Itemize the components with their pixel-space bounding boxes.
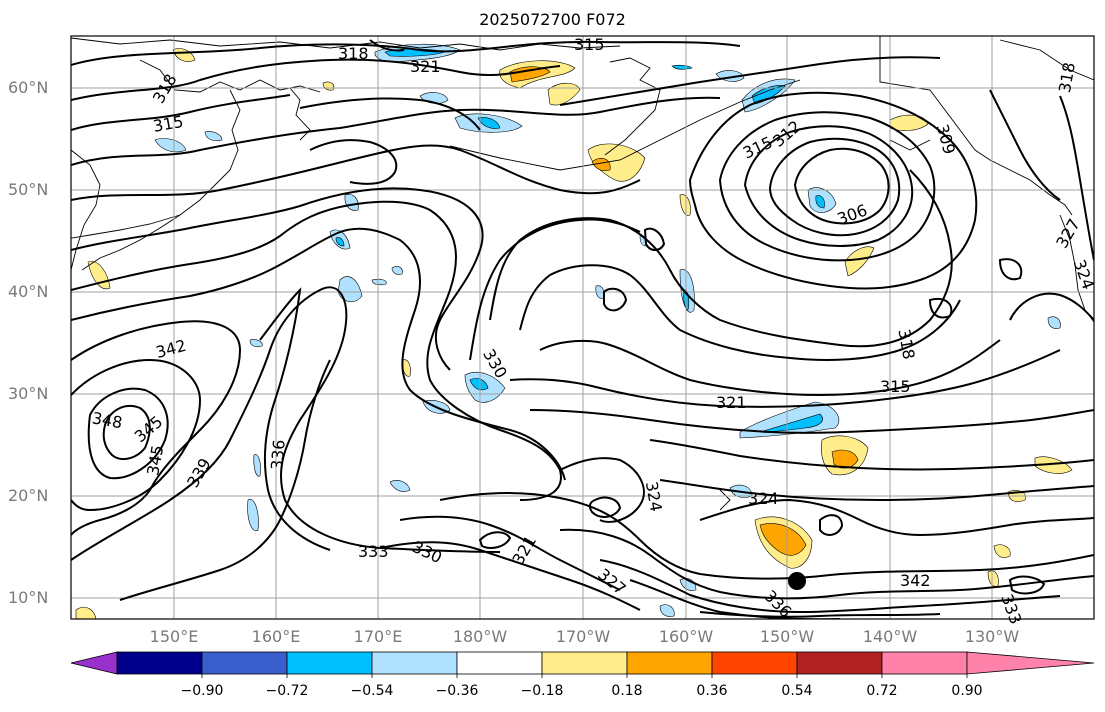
colorbar-tick-label: −0.18 xyxy=(520,683,564,699)
lon-label: 180°W xyxy=(452,627,508,646)
colorbar-segment xyxy=(796,651,883,675)
colorbar-tick-label: −0.36 xyxy=(435,683,479,699)
lon-label: 160°E xyxy=(251,627,301,646)
contour-label: 333 xyxy=(358,542,389,561)
lon-label: 170°E xyxy=(353,627,403,646)
colorbar-segment xyxy=(541,651,628,675)
lon-label: 130°W xyxy=(964,627,1020,646)
colorbar-extend-max xyxy=(966,651,1095,675)
colorbar-segment xyxy=(881,651,968,675)
lon-label: 140°W xyxy=(862,627,918,646)
colorbar-segment xyxy=(286,651,373,675)
colorbar-segment xyxy=(456,651,543,675)
colorbar xyxy=(70,651,1095,678)
lat-label: 60°N xyxy=(8,78,49,97)
colorbar-segment xyxy=(371,651,458,675)
contour-label: 321 xyxy=(716,393,747,412)
map-frame xyxy=(70,35,1095,620)
lon-label: 160°W xyxy=(658,627,714,646)
colorbar-extend-min xyxy=(70,651,118,675)
lat-label: 40°N xyxy=(8,282,49,301)
lon-label: 150°W xyxy=(759,627,815,646)
lat-label: 10°N xyxy=(8,588,49,607)
contour-layer xyxy=(71,39,1094,619)
contour-label: 342 xyxy=(900,571,931,590)
colorbar-segment xyxy=(116,651,203,675)
storm-center-marker xyxy=(788,572,806,590)
colorbar-tick-label: −0.72 xyxy=(265,683,309,699)
contour-label: 324 xyxy=(748,489,779,508)
colorbar-segment xyxy=(711,651,798,675)
contour-label: 321 xyxy=(410,57,441,76)
contour-label: 315 xyxy=(880,377,911,396)
colorbar-segment xyxy=(201,651,288,675)
colorbar-tick-label: 0.72 xyxy=(866,683,898,699)
contour-label: 315 xyxy=(574,35,605,54)
lat-label: 50°N xyxy=(8,180,49,199)
colorbar-tick-label: 0.54 xyxy=(781,683,813,699)
colorbar-tick-label: 0.90 xyxy=(951,683,983,699)
contour-label: 336 xyxy=(267,439,289,471)
colorbar-tick-label: −0.90 xyxy=(180,683,224,699)
lat-label: 20°N xyxy=(8,486,49,505)
contour-label: 318 xyxy=(338,44,369,63)
lon-label: 170°W xyxy=(555,627,611,646)
colorbar-segment xyxy=(626,651,713,675)
lat-label: 30°N xyxy=(8,384,49,403)
figure-title: 2025072700 F072 xyxy=(479,10,626,29)
colorbar-tick-label: 0.36 xyxy=(696,683,728,699)
colorbar-tick-label: −0.54 xyxy=(350,683,394,699)
lon-label: 150°E xyxy=(149,627,199,646)
colorbar-tick-label: 0.18 xyxy=(611,683,643,699)
